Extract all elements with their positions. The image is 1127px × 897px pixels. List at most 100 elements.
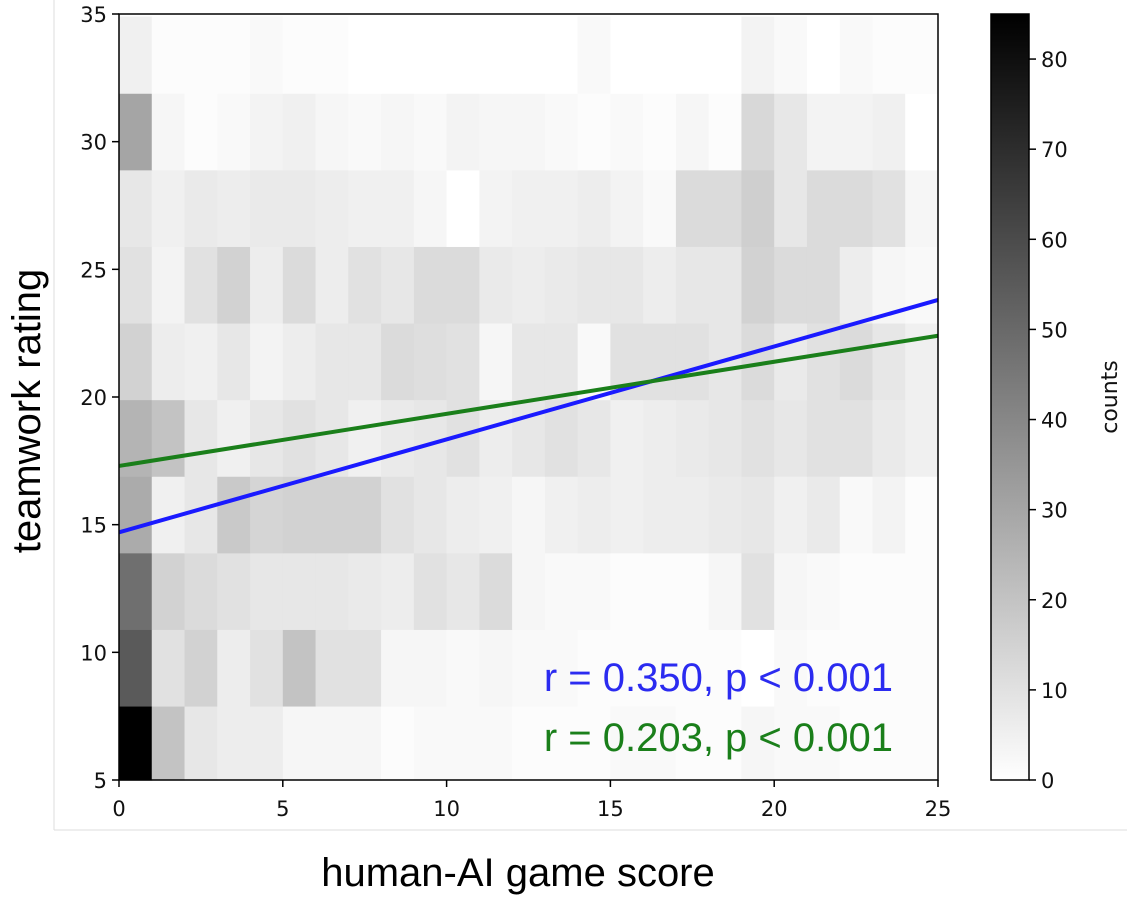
heatmap-cell [675, 322, 710, 401]
heatmap-cell [151, 246, 186, 324]
heatmap-cell [217, 399, 251, 477]
heatmap-cell [741, 552, 775, 630]
heatmap-cell [446, 629, 480, 707]
heatmap-cell [708, 169, 743, 247]
heatmap-cell [217, 169, 251, 247]
heatmap-cell [643, 399, 677, 477]
heatmap-cell [839, 322, 874, 401]
heatmap-cell [675, 629, 710, 707]
heatmap-cell [872, 476, 906, 554]
heatmap-cell [250, 322, 284, 401]
heatmap-cell [741, 93, 775, 171]
heatmap-cell [872, 552, 906, 630]
heatmap-cell [217, 16, 251, 94]
heatmap-cell [544, 705, 579, 781]
heatmap-cell [217, 629, 251, 707]
heatmap-cell [184, 322, 218, 401]
heatmap-cell [479, 93, 513, 171]
heatmap-cell [872, 629, 906, 707]
heatmap-cell [184, 16, 218, 94]
heatmap-cell [479, 246, 513, 324]
heatmap-cell [479, 322, 513, 401]
heatmap-cell [512, 169, 546, 247]
heatmap-cell [905, 476, 939, 554]
colorbar-tick-label: 20 [1041, 589, 1068, 613]
y-tick-label: 35 [80, 3, 107, 27]
heatmap-cell [839, 705, 874, 781]
heatmap-cell [315, 476, 349, 554]
colorbar [990, 13, 1030, 781]
heatmap-cell [217, 322, 251, 401]
heatmap-cell [315, 399, 349, 477]
heatmap-cell [381, 169, 415, 247]
heatmap-cell [708, 476, 743, 554]
heatmap-cell [151, 93, 186, 171]
heatmap-cell [184, 552, 218, 630]
heatmap-cell [250, 246, 284, 324]
x-tick-label: 5 [276, 797, 289, 821]
heatmap-cell [872, 705, 906, 781]
heatmap-cell [479, 552, 513, 630]
heatmap-cell [282, 246, 317, 324]
heatmap-cell [348, 322, 382, 401]
heatmap-cell [643, 169, 677, 247]
heatmap-cell [839, 246, 874, 324]
heatmap-cell [905, 552, 939, 630]
heatmap-cell [675, 399, 710, 477]
heatmap-cell [479, 16, 513, 94]
colorbar-title: counts [1098, 360, 1123, 434]
heatmap-cell [217, 93, 251, 171]
heatmap-cell [643, 705, 677, 781]
heatmap-cell [119, 705, 153, 781]
heatmap-cell [413, 705, 448, 781]
heatmap-cell [905, 246, 939, 324]
heatmap-cell [806, 93, 841, 171]
heatmap-cell [774, 705, 808, 781]
heatmap-cell [151, 16, 186, 94]
heatmap-cell [643, 16, 677, 94]
heatmap-cell [544, 246, 579, 324]
heatmap-cell [774, 552, 808, 630]
heatmap-cell [348, 476, 382, 554]
heatmap-cell [413, 16, 448, 94]
heatmap-cell [872, 93, 906, 171]
heatmap-cell [675, 476, 710, 554]
heatmap-cell [446, 93, 480, 171]
colorbar-tick-label: 70 [1041, 138, 1068, 162]
heatmap-cell [413, 399, 448, 477]
y-tick-label: 20 [80, 386, 107, 410]
heatmap-cell [610, 476, 644, 554]
colorbar-ticks: 0 10 20 30 40 50 60 70 80 [1029, 48, 1068, 793]
heatmap-cell [315, 169, 349, 247]
heatmap-cell [544, 476, 579, 554]
heatmap-cell [675, 93, 710, 171]
heatmap-cell [643, 476, 677, 554]
heatmap-cell [119, 16, 153, 94]
heatmap-cell [610, 399, 644, 477]
heatmap-cell [512, 705, 546, 781]
heatmap-cell [250, 552, 284, 630]
heatmap-cell [806, 552, 841, 630]
heatmap-cell [446, 476, 480, 554]
heatmap-cell [151, 629, 186, 707]
x-tick-label: 20 [761, 797, 788, 821]
heatmap-cell [839, 552, 874, 630]
heatmap-cell [250, 399, 284, 477]
heatmap-cell [708, 629, 743, 707]
heatmap-cell [905, 629, 939, 707]
heatmap-cell [806, 16, 841, 94]
heatmap-cell [905, 16, 939, 94]
heatmap-cell [413, 629, 448, 707]
heatmap-cell [446, 246, 480, 324]
heatmap-cell [282, 552, 317, 630]
heatmap-cell [675, 169, 710, 247]
heatmap-cell [643, 93, 677, 171]
heatmap-cell [348, 169, 382, 247]
heatmap-cell [839, 169, 874, 247]
heatmap-cell [479, 629, 513, 707]
heatmap-cell [184, 399, 218, 477]
heatmap-cell [282, 476, 317, 554]
x-tick-label: 15 [597, 797, 624, 821]
heatmap-cell [381, 476, 415, 554]
